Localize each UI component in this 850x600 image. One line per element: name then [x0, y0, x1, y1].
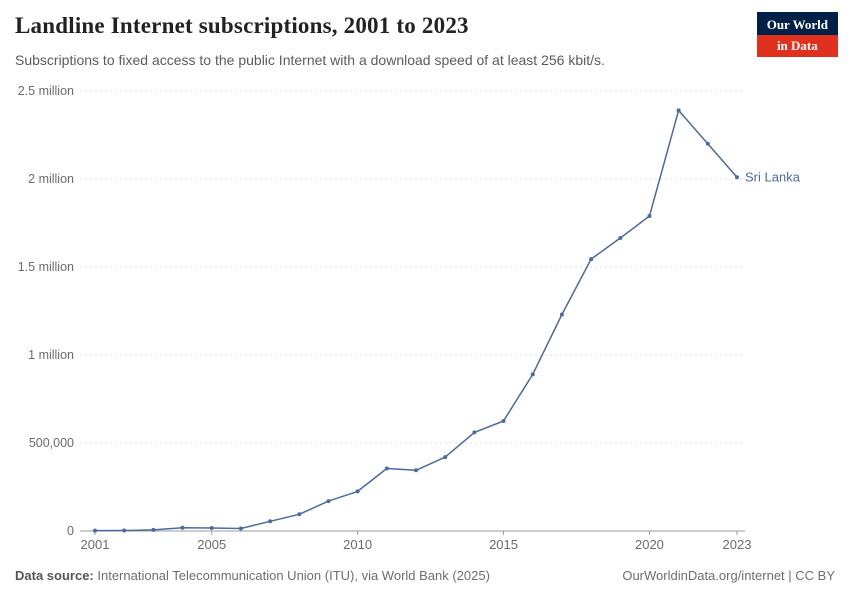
chart-footer: Data source: International Telecommunica…: [15, 568, 835, 583]
data-point[interactable]: [355, 489, 360, 494]
owid-logo-line2: in Data: [756, 35, 838, 57]
line-chart[interactable]: 0 500,000 1 million 1.5 million 2 million 2.5…: [0, 78, 850, 558]
data-point[interactable]: [326, 499, 331, 504]
data-point[interactable]: [151, 527, 156, 532]
data-point[interactable]: [93, 528, 97, 533]
data-point[interactable]: [209, 526, 214, 530]
data-point[interactable]: [735, 175, 739, 180]
data-point[interactable]: [297, 512, 302, 517]
data-point[interactable]: [676, 108, 681, 113]
data-point[interactable]: [647, 214, 652, 218]
x-tick-label: 2001: [81, 537, 110, 552]
page-title: Landline Internet subscriptions, 2001 to…: [15, 13, 469, 38]
data-point[interactable]: [530, 372, 535, 377]
y-tick-label: 1.5 million: [18, 260, 74, 274]
owid-logo-line1: Our World: [756, 12, 838, 35]
data-point[interactable]: [472, 430, 477, 435]
data-point[interactable]: [414, 468, 418, 473]
data-point[interactable]: [268, 519, 273, 524]
x-tick-label: 2023: [723, 537, 752, 552]
y-tick-label: 2.5 million: [18, 84, 74, 98]
data-point[interactable]: [238, 526, 243, 531]
data-point[interactable]: [501, 419, 506, 423]
footer-attribution-link[interactable]: OurWorldinData.org/internet | CC BY: [622, 568, 835, 583]
data-point[interactable]: [559, 312, 564, 317]
chart-canvas[interactable]: 0 500,000 1 million 1.5 million 2 million 2.5…: [0, 78, 850, 558]
data-point[interactable]: [180, 525, 185, 530]
data-point[interactable]: [443, 455, 448, 460]
x-tick-label: 2010: [343, 537, 372, 552]
x-tick-label: 2005: [197, 537, 226, 552]
series-line[interactable]: [94, 109, 738, 532]
data-source-label: Data source:: [15, 568, 94, 583]
x-tick-label: 2020: [635, 537, 664, 552]
y-tick-label: 2 million: [28, 172, 74, 186]
y-tick-label: 500,000: [29, 436, 74, 450]
data-point[interactable]: [705, 141, 710, 146]
data-source-note: Data source: International Telecommunica…: [15, 568, 490, 583]
data-point[interactable]: [618, 236, 623, 240]
data-point[interactable]: [122, 528, 127, 533]
y-tick-label: 1 million: [28, 348, 74, 362]
data-point[interactable]: [589, 257, 594, 262]
owid-logo[interactable]: Our World in Data: [756, 12, 838, 57]
x-tick-label: 2015: [489, 537, 518, 552]
series-end-label[interactable]: Sri Lanka: [745, 170, 801, 185]
data-point[interactable]: [384, 466, 389, 471]
y-tick-label: 0: [67, 524, 74, 538]
data-source-text: International Telecommunication Union (I…: [93, 568, 490, 583]
page-subtitle: Subscriptions to fixed access to the pub…: [15, 52, 605, 68]
